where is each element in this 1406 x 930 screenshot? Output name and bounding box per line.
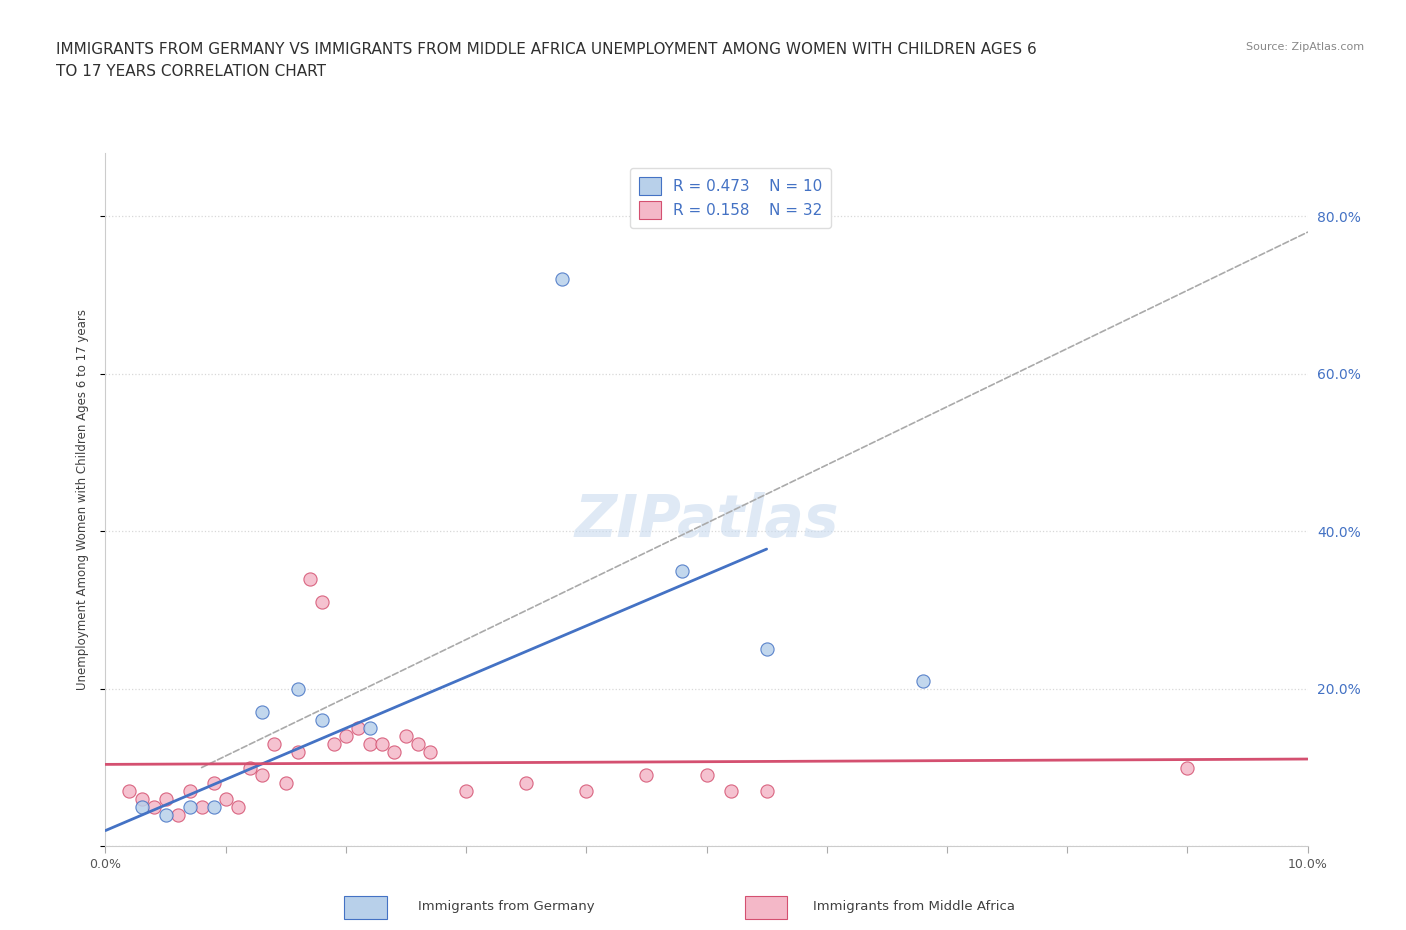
- Point: [322, 737, 344, 751]
- Text: Source: ZipAtlas.com: Source: ZipAtlas.com: [1246, 42, 1364, 52]
- Point: [755, 784, 778, 799]
- Point: [636, 768, 658, 783]
- Point: [287, 682, 309, 697]
- Point: [274, 776, 297, 790]
- Y-axis label: Unemployment Among Women with Children Ages 6 to 17 years: Unemployment Among Women with Children A…: [76, 310, 89, 690]
- Point: [371, 737, 394, 751]
- Point: [311, 713, 333, 728]
- Point: [454, 784, 477, 799]
- Point: [179, 784, 201, 799]
- Point: [515, 776, 537, 790]
- Point: [179, 800, 201, 815]
- Point: [551, 272, 574, 286]
- Point: [298, 571, 321, 586]
- Point: [202, 800, 225, 815]
- Text: IMMIGRANTS FROM GERMANY VS IMMIGRANTS FROM MIDDLE AFRICA UNEMPLOYMENT AMONG WOME: IMMIGRANTS FROM GERMANY VS IMMIGRANTS FR…: [56, 42, 1038, 79]
- Point: [1175, 760, 1198, 775]
- Point: [911, 673, 934, 688]
- Point: [335, 728, 357, 743]
- Point: [720, 784, 742, 799]
- Point: [155, 791, 177, 806]
- Point: [190, 800, 212, 815]
- Point: [696, 768, 718, 783]
- Point: [382, 744, 405, 759]
- Point: [226, 800, 249, 815]
- Point: [395, 728, 418, 743]
- Point: [131, 791, 153, 806]
- Point: [287, 744, 309, 759]
- Point: [263, 737, 285, 751]
- Point: [250, 705, 273, 720]
- Point: [419, 744, 441, 759]
- Point: [166, 807, 188, 822]
- Point: [311, 595, 333, 610]
- Point: [755, 642, 778, 657]
- Point: [239, 760, 262, 775]
- Point: [359, 721, 381, 736]
- Point: [202, 776, 225, 790]
- Point: [406, 737, 429, 751]
- Point: [359, 737, 381, 751]
- Point: [118, 784, 141, 799]
- Point: [250, 768, 273, 783]
- Point: [142, 800, 165, 815]
- Point: [214, 791, 236, 806]
- Point: [155, 807, 177, 822]
- Text: Immigrants from Middle Africa: Immigrants from Middle Africa: [813, 900, 1015, 913]
- Text: ZIPatlas: ZIPatlas: [574, 492, 839, 549]
- Legend: R = 0.473    N = 10, R = 0.158    N = 32: R = 0.473 N = 10, R = 0.158 N = 32: [630, 168, 831, 228]
- Point: [671, 564, 693, 578]
- Point: [575, 784, 598, 799]
- Point: [347, 721, 370, 736]
- Text: Immigrants from Germany: Immigrants from Germany: [418, 900, 595, 913]
- Point: [131, 800, 153, 815]
